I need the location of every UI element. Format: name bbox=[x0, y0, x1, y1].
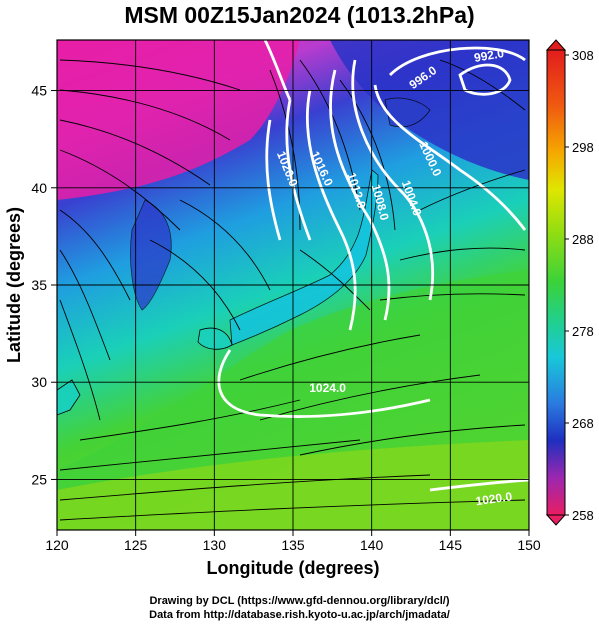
contour-label: 1024.0 bbox=[309, 381, 346, 395]
y-tick-label: 40 bbox=[31, 180, 47, 196]
credits: Drawing by DCL (https://www.gfd-dennou.o… bbox=[0, 594, 599, 622]
colorbar-label: 268 bbox=[572, 416, 594, 431]
y-tick-label: 30 bbox=[31, 374, 47, 390]
x-tick-label: 130 bbox=[203, 537, 227, 553]
pressure-contours bbox=[217, 40, 529, 492]
colorbar-label: 278 bbox=[572, 324, 594, 339]
colorbar-top-arrow bbox=[545, 39, 567, 51]
colorbar-label: 298 bbox=[572, 140, 594, 155]
x-tick-label: 145 bbox=[439, 537, 463, 553]
credit-line-drawing: Drawing by DCL (https://www.gfd-dennou.o… bbox=[149, 595, 450, 607]
x-tick-label: 125 bbox=[124, 537, 148, 553]
x-axis-title: Longitude (degrees) bbox=[206, 558, 379, 578]
x-tick-label: 120 bbox=[45, 537, 69, 553]
contour-label: 992.0 bbox=[473, 46, 505, 65]
contour-label: 1020.0 bbox=[475, 489, 514, 508]
colorbar: 308 298 288 278 268 258 bbox=[545, 39, 594, 526]
colorbar-label: 288 bbox=[572, 232, 594, 247]
y-tick-label: 35 bbox=[31, 277, 47, 293]
x-tick-label: 150 bbox=[517, 537, 541, 553]
graticule bbox=[57, 40, 529, 530]
map-title: MSM 00Z15Jan2024 (1013.2hPa) bbox=[124, 2, 475, 28]
streamlines bbox=[59, 59, 526, 521]
colorbar-label: 308 bbox=[572, 48, 594, 63]
colorbar-label: 258 bbox=[572, 508, 594, 523]
credit-line-data: Data from http://database.rish.kyoto-u.a… bbox=[149, 609, 450, 621]
colorbar-gradient bbox=[546, 49, 566, 516]
x-tick-label: 135 bbox=[281, 537, 305, 553]
y-axis-title: Latitude (degrees) bbox=[4, 207, 24, 363]
y-tick-label: 25 bbox=[31, 471, 47, 487]
axis-ticks: 120 125 130 135 140 145 150 25 30 35 40 45 bbox=[31, 83, 540, 553]
y-tick-label: 45 bbox=[31, 83, 47, 99]
x-tick-label: 140 bbox=[360, 537, 384, 553]
colorbar-bottom-arrow bbox=[545, 514, 567, 526]
